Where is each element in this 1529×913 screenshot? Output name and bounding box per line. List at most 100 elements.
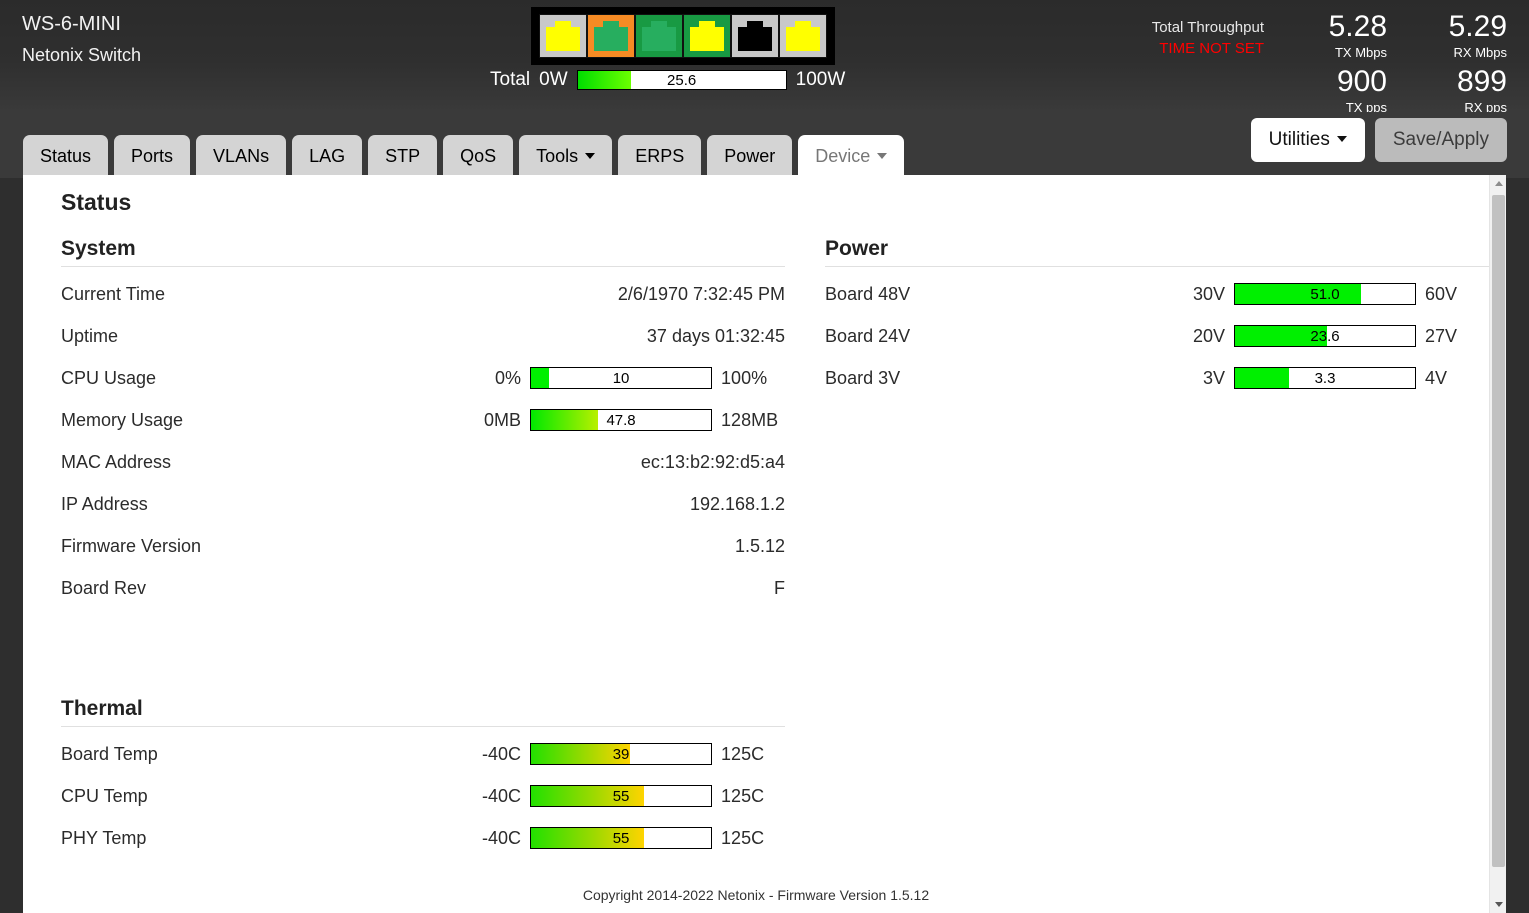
port-3-icon[interactable] <box>635 14 683 58</box>
time-not-set-alert: TIME NOT SET <box>1159 40 1264 57</box>
tab-label: ERPS <box>635 146 685 166</box>
chevron-down-icon <box>585 153 596 159</box>
vertical-scrollbar[interactable] <box>1489 175 1506 913</box>
info-row: Current Time 2/6/1970 7:32:45 PM <box>61 273 785 315</box>
meter-value: 39 <box>612 745 630 763</box>
scroll-down-arrow-icon[interactable] <box>1490 896 1506 913</box>
meter-bar: 10 <box>530 367 713 389</box>
meter-row: CPU Usage 0% 10 100% <box>61 357 785 399</box>
device-model: WS-6-MINI <box>22 13 121 35</box>
meter-row: Board Temp -40C 39 125C <box>61 733 785 775</box>
total-power-fill <box>577 71 631 89</box>
meter-min-label: -40C <box>482 827 522 848</box>
info-row-label: Firmware Version <box>61 535 202 556</box>
save-apply-button[interactable]: Save/Apply <box>1374 118 1507 162</box>
meter-max-label: 27V <box>1425 325 1458 346</box>
rj45-jack-icon <box>546 21 580 51</box>
tab-label: VLANs <box>213 146 270 166</box>
tab-tools[interactable]: Tools <box>519 135 613 178</box>
rj45-jack-icon <box>642 21 676 51</box>
meter-fill <box>531 744 631 764</box>
total-power-max: 100W <box>795 69 846 90</box>
tab-label: QoS <box>460 146 497 166</box>
tx-stats: 5.28 TX Mbps 900 TX pps <box>1329 10 1387 116</box>
meter-max-label: 128MB <box>721 409 779 430</box>
meter-max-label: 125C <box>721 743 765 764</box>
port-6-icon[interactable] <box>779 14 827 58</box>
nav-tabbar: Status Ports VLANs LAG STP QoS Tools ERPS Power D… <box>0 112 1529 178</box>
meter-fill <box>531 368 550 388</box>
port-1-icon[interactable] <box>539 14 587 58</box>
meter-min-label: -40C <box>482 785 522 806</box>
meter-min-label: -40C <box>482 743 522 764</box>
meter-value: 10 <box>612 369 630 387</box>
info-row-label: Board Rev <box>61 577 147 598</box>
meter-bar: 55 <box>530 827 713 849</box>
app-header: WS-6-MINI Netonix Switch Total 0W 25.6 1… <box>0 0 1529 115</box>
port-panel-container <box>531 7 835 65</box>
meter-row-label: CPU Temp <box>61 785 148 806</box>
tab-power[interactable]: Power <box>707 135 793 178</box>
info-row-value: ec:13:b2:92:d5:a4 <box>640 451 786 472</box>
rx-pps-value: 899 <box>1456 65 1507 98</box>
meter-fill <box>531 828 645 848</box>
meter-row: Memory Usage 0MB 47.8 128MB <box>61 399 785 441</box>
page-title: Status <box>61 189 132 215</box>
info-row: Board Rev F <box>61 567 785 609</box>
meter-min-label: 3V <box>1202 367 1225 388</box>
info-row-value: 192.168.1.2 <box>689 493 786 514</box>
info-row: Firmware Version 1.5.12 <box>61 525 785 567</box>
meter-max-label: 125C <box>721 827 765 848</box>
meter-max-label: 4V <box>1425 367 1448 388</box>
meter-fill <box>1235 284 1361 304</box>
tab-label: LAG <box>309 146 346 166</box>
power-section-title: Power <box>825 237 889 260</box>
tab-status[interactable]: Status <box>23 135 109 178</box>
tab-lag[interactable]: LAG <box>292 135 363 178</box>
power-divider <box>825 266 1489 267</box>
meter-row: Board 3V 3V 3.3 4V <box>825 357 1489 399</box>
utilities-label: Utilities <box>1268 129 1330 150</box>
scrollbar-thumb[interactable] <box>1492 195 1505 867</box>
meter-row-label: Board 24V <box>825 325 911 346</box>
tab-vlans[interactable]: VLANs <box>196 135 287 178</box>
meter-min-label: 0MB <box>484 409 522 430</box>
port-panel <box>531 7 835 65</box>
meter-max-label: 60V <box>1425 283 1458 304</box>
header-buttons: Utilities Save/Apply <box>1250 118 1507 162</box>
rx-mbps-value: 5.29 <box>1448 10 1507 43</box>
tab-device[interactable]: Device <box>798 135 905 178</box>
tx-pps-label: TX pps <box>1345 100 1387 115</box>
info-row-value: F <box>774 577 786 598</box>
meter-fill <box>531 786 645 806</box>
meter-bar: 23.6 <box>1234 325 1416 347</box>
port-5-icon[interactable] <box>731 14 779 58</box>
total-power-value: 25.6 <box>667 71 697 89</box>
rj45-jack-icon <box>594 21 628 51</box>
port-2-icon[interactable] <box>587 14 635 58</box>
tab-label: Power <box>724 146 776 166</box>
utilities-button[interactable]: Utilities <box>1250 118 1365 162</box>
tab-qos[interactable]: QoS <box>443 135 514 178</box>
tab-stp[interactable]: STP <box>368 135 438 178</box>
chevron-down-icon <box>1336 136 1347 142</box>
thermal-rows: Board Temp -40C 39 125C CPU Temp -40C 55 125C PH… <box>61 733 785 859</box>
device-type: Netonix Switch <box>22 45 142 65</box>
meter-row: CPU Temp -40C 55 125C <box>61 775 785 817</box>
port-4-icon[interactable] <box>683 14 731 58</box>
info-row-value: 1.5.12 <box>735 535 786 556</box>
scroll-up-arrow-icon[interactable] <box>1490 175 1506 192</box>
meter-value: 47.8 <box>606 411 636 429</box>
info-row-value: 37 days 01:32:45 <box>646 325 786 346</box>
info-row-label: IP Address <box>61 493 148 514</box>
copyright-text: Copyright 2014-2022 Netonix - Firmware V… <box>582 887 930 903</box>
thermal-section-title: Thermal <box>61 697 143 720</box>
meter-min-label: 0% <box>495 367 522 388</box>
tab-erps[interactable]: ERPS <box>618 135 702 178</box>
meter-value: 55 <box>612 829 630 847</box>
tab-label: Tools <box>536 146 579 166</box>
total-power-meter: 25.6 <box>576 70 787 90</box>
meter-row: Board 24V 20V 23.6 27V <box>825 315 1489 357</box>
info-row: IP Address 192.168.1.2 <box>61 483 785 525</box>
tab-ports[interactable]: Ports <box>114 135 191 178</box>
